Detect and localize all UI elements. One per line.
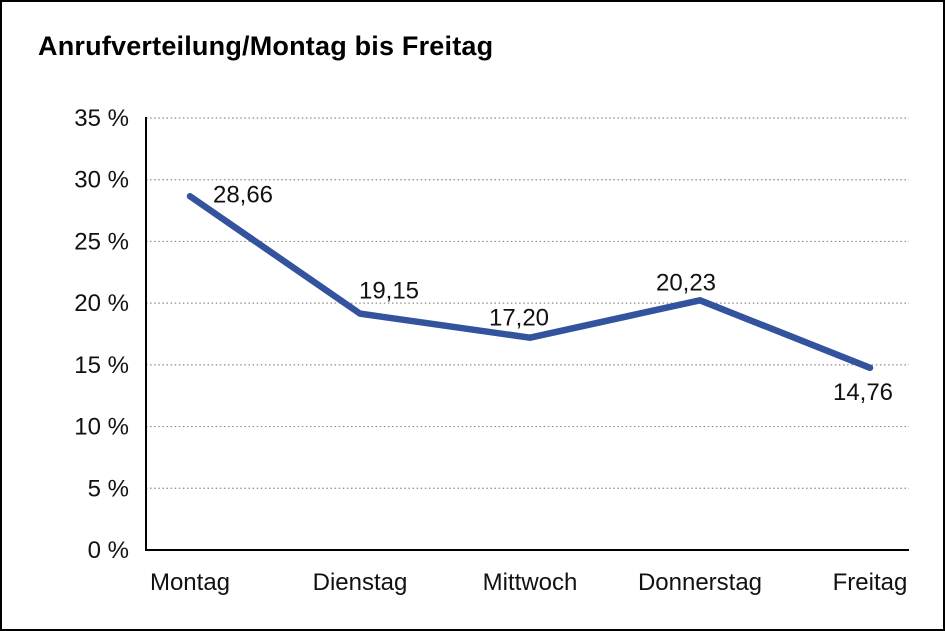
y-tick-label: 10 %: [74, 414, 129, 441]
y-tick-label: 15 %: [74, 352, 129, 379]
x-tick-label: Freitag: [833, 569, 908, 596]
point-label: 19,15: [359, 278, 419, 305]
y-tick-label: 35 %: [74, 105, 129, 132]
point-label: 14,76: [833, 379, 893, 406]
y-tick-label: 30 %: [74, 167, 129, 194]
x-tick-label: Montag: [150, 569, 230, 596]
chart-title: Anrufverteilung/Montag bis Freitag: [38, 31, 494, 61]
x-tick-label: Dienstag: [313, 569, 408, 596]
x-tick-label: Donnerstag: [638, 569, 762, 596]
x-tick-label: Mittwoch: [483, 569, 578, 596]
y-tick-label: 5 %: [88, 475, 129, 502]
point-label: 20,23: [656, 269, 716, 296]
point-label: 28,66: [213, 181, 273, 208]
point-label: 17,20: [489, 305, 549, 332]
data-line: [186, 193, 874, 372]
y-tick-label: 25 %: [74, 228, 129, 255]
y-tick-label: 0 %: [88, 537, 129, 564]
y-tick-label: 20 %: [74, 290, 129, 317]
